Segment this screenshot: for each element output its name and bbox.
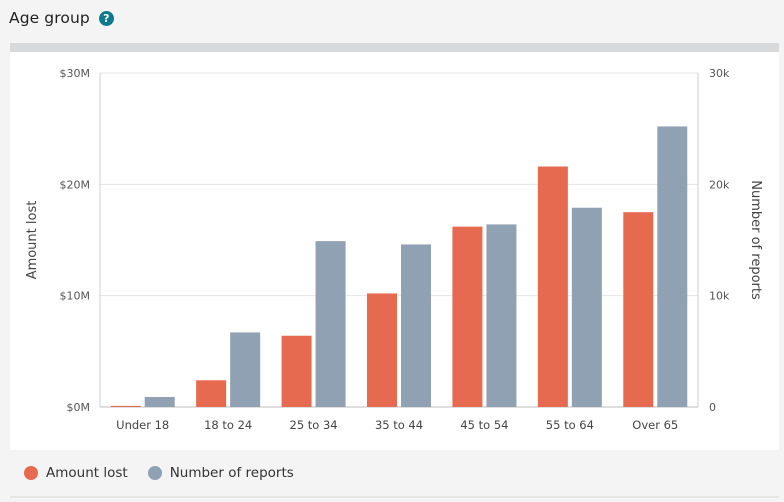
bottom-divider: [10, 496, 779, 498]
bar-amount-lost[interactable]: [367, 293, 397, 407]
y2-tick-label: 0: [709, 401, 716, 414]
legend-item-number-of-reports[interactable]: Number of reports: [147, 465, 294, 481]
y2-tick-label: 10k: [709, 290, 730, 303]
bar-number-of-reports[interactable]: [486, 224, 517, 407]
bar-number-of-reports[interactable]: [230, 332, 261, 407]
bar-number-of-reports[interactable]: [571, 207, 602, 407]
legend-item-amount-lost[interactable]: Amount lost: [24, 465, 128, 481]
y-tick-label: $30M: [60, 67, 91, 80]
bar-amount-lost[interactable]: [196, 380, 227, 407]
x-tick-label: 45 to 54: [460, 418, 508, 432]
x-tick-label: 25 to 34: [290, 418, 338, 432]
bar-number-of-reports[interactable]: [401, 244, 431, 407]
y-tick-label: $0M: [67, 401, 91, 414]
bar-amount-lost[interactable]: [452, 226, 483, 407]
bar-number-of-reports[interactable]: [657, 126, 688, 407]
chart-legend: Amount lost Number of reports: [10, 450, 779, 496]
y-tick-label: $10M: [60, 290, 91, 303]
bar-amount-lost[interactable]: [623, 212, 654, 407]
y2-axis-title: Number of reports: [748, 180, 763, 300]
chart-header: Age group ?: [0, 0, 784, 36]
bar-chart: $0M 0 $10M 10k $20M 20k $30M 30k Under 18 18 to 2…: [25, 67, 763, 432]
x-tick-label: Under 18: [116, 418, 169, 432]
y2-tick-label: 20k: [709, 178, 730, 191]
bar-amount-lost[interactable]: [537, 166, 568, 407]
x-tick-label: 35 to 44: [375, 418, 423, 432]
x-tick-label: 18 to 24: [204, 418, 252, 432]
x-tick-label: 55 to 64: [546, 418, 594, 432]
panel-top-bar: [10, 43, 779, 52]
bar-amount-lost[interactable]: [110, 405, 141, 407]
chart-title: Age group: [9, 9, 90, 27]
x-tick-label: Over 65: [632, 418, 678, 432]
y-axis-title: Amount lost: [25, 201, 40, 280]
chart-panel: $0M 0 $10M 10k $20M 20k $30M 30k Under 18 18 to 2…: [10, 52, 779, 450]
y2-tick-label: 30k: [709, 67, 730, 80]
legend-swatch-number-of-reports: [147, 466, 162, 480]
bar-number-of-reports[interactable]: [144, 396, 175, 407]
help-icon[interactable]: ?: [98, 10, 114, 26]
legend-swatch-amount-lost: [24, 466, 38, 480]
legend-label-number-of-reports: Number of reports: [169, 465, 294, 481]
bar-number-of-reports[interactable]: [315, 241, 346, 407]
y-tick-label: $20M: [60, 178, 91, 191]
legend-label-amount-lost: Amount lost: [46, 465, 128, 481]
bar-amount-lost[interactable]: [281, 335, 312, 407]
